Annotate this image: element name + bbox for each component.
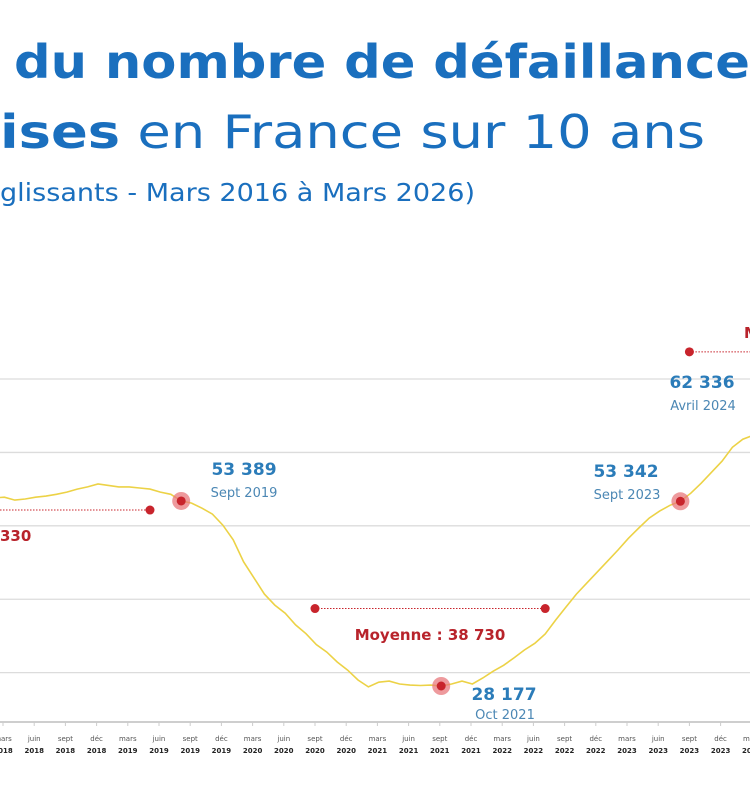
- highlight-value-1: 53 389: [211, 460, 276, 480]
- x-tick-label-year: 2020: [336, 747, 356, 755]
- x-tick-label-year: 2023: [648, 747, 668, 755]
- x-axis-ticks: mars 2018 juin 2018 sept 2018 déc 2018 mars 2019 j…: [0, 722, 750, 755]
- x-tick-label-month: déc: [589, 735, 602, 743]
- highlight-date-4: Avril 2024: [670, 399, 736, 414]
- x-tick-label-month: déc: [465, 735, 478, 743]
- x-tick-label-year: 2022: [586, 747, 606, 755]
- x-tick-label-month: mars: [618, 735, 636, 743]
- average-lines: [0, 347, 750, 614]
- x-tick-label-month: déc: [340, 735, 353, 743]
- x-tick-label-year: 2023: [617, 747, 637, 755]
- x-tick-label-year: 2023: [680, 747, 700, 755]
- x-tick-label-year: 2022: [524, 747, 544, 755]
- highlight-value-4: 62 336: [669, 373, 734, 393]
- x-tick-label-year: 2022: [555, 747, 575, 755]
- highlight-point: [675, 496, 685, 506]
- highlight-date-2: Oct 2021: [475, 708, 535, 723]
- average-label-2: Moyenne : 38 730: [355, 626, 506, 644]
- x-tick-label-month: sept: [682, 735, 697, 743]
- x-tick-label-month: juin: [27, 735, 41, 743]
- x-tick-label-year: 2022: [492, 747, 512, 755]
- x-tick-label-month: sept: [432, 735, 447, 743]
- average-line-start-dot: [684, 347, 694, 357]
- x-tick-label-month: mars: [493, 735, 511, 743]
- x-tick-label-year: 2020: [305, 747, 325, 755]
- highlight-point: [436, 681, 446, 691]
- x-tick-label-year: 2018: [87, 747, 107, 755]
- x-tick-label-year: 2020: [243, 747, 263, 755]
- average-line-end-dot: [540, 604, 550, 614]
- x-tick-label-year: 2020: [274, 747, 294, 755]
- average-label-1: 330: [0, 527, 31, 545]
- average-label-3: M: [744, 324, 750, 342]
- x-tick-label-year: 2021: [399, 747, 419, 755]
- x-tick-label-month: mars: [119, 735, 137, 743]
- x-tick-label-year: 2019: [149, 747, 169, 755]
- x-tick-label-month: juin: [651, 735, 665, 743]
- x-tick-label-month: mars: [743, 735, 750, 743]
- x-tick-label-month: mars: [244, 735, 262, 743]
- x-tick-label-month: sept: [183, 735, 198, 743]
- highlight-points: [172, 491, 690, 695]
- series-line: [0, 435, 750, 688]
- average-line-end-dot: [145, 505, 155, 515]
- chart-title-line2-regular: en France sur 10 ans: [120, 105, 705, 159]
- x-tick-label-year: 2021: [461, 747, 481, 755]
- highlight-value-2: 28 177: [471, 685, 536, 705]
- highlight-date-1: Sept 2019: [211, 486, 278, 501]
- x-tick-label-month: déc: [90, 735, 103, 743]
- average-line-start-dot: [310, 604, 320, 614]
- x-tick-label-month: déc: [714, 735, 727, 743]
- x-tick-label-month: déc: [215, 735, 228, 743]
- gridlines: [0, 378, 750, 674]
- x-tick-label-month: juin: [276, 735, 290, 743]
- x-tick-label-year: 2021: [430, 747, 450, 755]
- x-tick-label-month: mars: [369, 735, 387, 743]
- chart-subtitle: glissants - Mars 2016 à Mars 2026): [0, 178, 475, 207]
- highlight-date-3: Sept 2023: [594, 488, 661, 503]
- x-tick-label-year: 2018: [56, 747, 76, 755]
- x-tick-label-year: 2021: [368, 747, 388, 755]
- highlight-value-3: 53 342: [593, 462, 658, 482]
- chart-title-line2-bold: ises: [0, 105, 120, 159]
- x-tick-label-year: 2018: [24, 747, 44, 755]
- highlight-point: [176, 496, 186, 506]
- x-tick-label-year: 2019: [212, 747, 232, 755]
- x-tick-label-year: 2019: [118, 747, 138, 755]
- x-tick-label-year: 2018: [0, 747, 13, 755]
- x-tick-label-month: juin: [401, 735, 415, 743]
- chart-title-line1: du nombre de défaillance: [14, 35, 750, 89]
- x-tick-label-month: mars: [0, 735, 12, 743]
- annotations: 53 389 Sept 2019 28 177 Oct 2021 53 342 …: [0, 324, 750, 723]
- x-tick-label-year: 2019: [180, 747, 200, 755]
- x-tick-label-year: 2023: [711, 747, 731, 755]
- x-tick-label-month: sept: [557, 735, 572, 743]
- chart-title-line2: ises en France sur 10 ans: [0, 105, 705, 159]
- x-tick-label-month: sept: [58, 735, 73, 743]
- x-tick-label-month: juin: [526, 735, 540, 743]
- x-tick-label-month: sept: [307, 735, 322, 743]
- x-tick-label-year: 2024: [742, 747, 750, 755]
- x-tick-label-month: juin: [152, 735, 166, 743]
